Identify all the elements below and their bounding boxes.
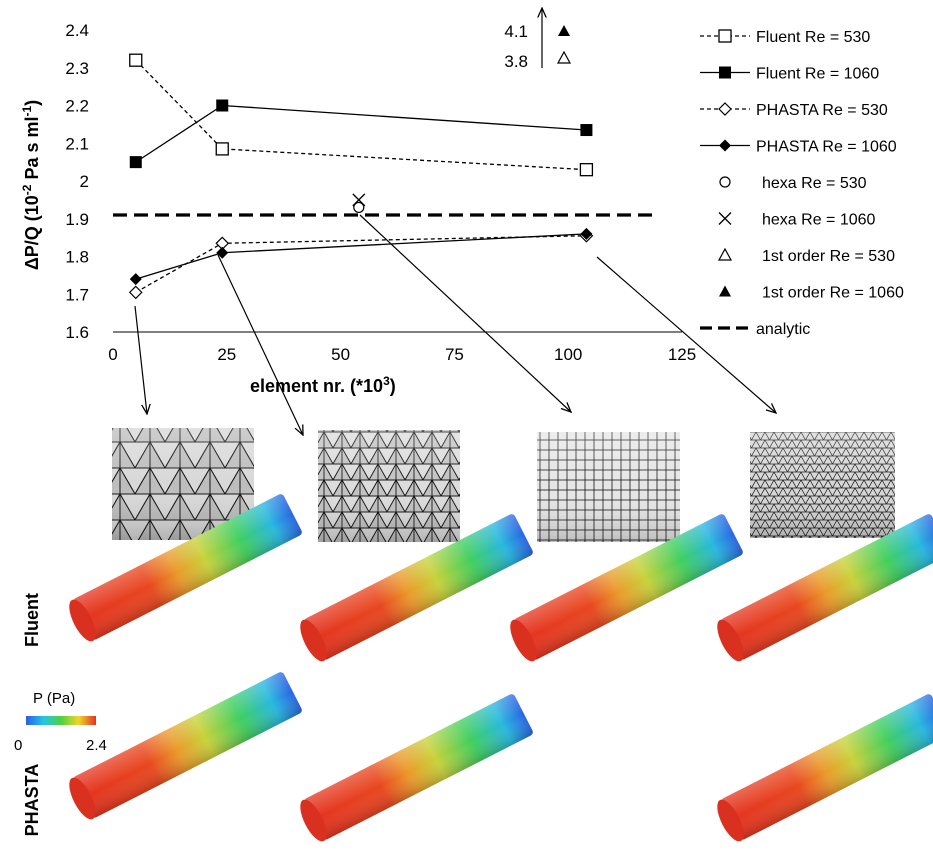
colorbar-max-label: 2.4	[86, 737, 107, 754]
legend-label: PHASTA Re = 1060	[756, 139, 897, 156]
fluent-tube-medium	[300, 514, 533, 662]
legend-item: hexa Re = 1060	[718, 212, 876, 229]
data-point	[129, 156, 142, 169]
legend-item: Fluent Re = 530	[700, 29, 870, 46]
mesh-medium-image	[318, 430, 460, 542]
data-point	[580, 227, 593, 240]
legend-marker	[719, 176, 731, 188]
series-2	[128, 228, 594, 300]
arrow-to-mesh-hexa	[359, 214, 571, 412]
legend-marker	[718, 102, 732, 116]
legend-item: 1st order Re = 1060	[719, 285, 904, 302]
fluent-tube-hexa	[510, 514, 743, 662]
phasta-tube-coarse	[69, 672, 302, 820]
legend-label: hexa Re = 530	[762, 175, 867, 192]
legend-marker	[719, 66, 731, 79]
offscale-value-low: 3.8	[504, 52, 528, 71]
series-0	[129, 53, 594, 177]
legend-item: Fluent Re = 1060	[700, 66, 879, 83]
fluent-tube-coarse	[69, 494, 302, 642]
y-tick-label: 1.6	[65, 323, 89, 342]
pressure-field-images	[69, 494, 933, 842]
x-axis-title: element nr. (*103)	[250, 374, 396, 396]
y-tick-label: 2.2	[65, 97, 89, 116]
y-tick-label: 1.8	[65, 248, 89, 267]
series-line	[135, 235, 587, 293]
y-tick-label: 1.7	[65, 285, 89, 304]
x-tick-label: 125	[668, 345, 696, 364]
arrow-to-mesh-medium	[217, 254, 303, 435]
data-point	[580, 124, 593, 137]
legend-label: Fluent Re = 530	[756, 29, 870, 46]
offscale-annotation: 4.1 3.8	[504, 8, 572, 71]
data-point	[353, 201, 365, 214]
legend-item: 1st order Re = 530	[717, 247, 895, 265]
mesh-fine-image	[750, 432, 895, 538]
arrow-to-mesh-coarse	[134, 305, 147, 414]
x-tick-label: 75	[445, 345, 464, 364]
x-tick-label: 25	[217, 345, 236, 364]
pressure-drop-chart: 1.61.71.81.922.12.22.32.4 0 25 50 75 100 125 …	[20, 8, 904, 396]
offscale-marker-filled-triangle	[558, 25, 570, 36]
offscale-marker-open-triangle	[556, 50, 572, 64]
series-4	[353, 201, 365, 214]
data-point	[129, 53, 143, 67]
series-layer	[113, 53, 655, 300]
colorbar-label: P (Pa)	[33, 690, 75, 707]
row-label-fluent: Fluent	[22, 593, 42, 647]
offscale-value-high: 4.1	[504, 22, 528, 41]
y-tick-label: 2.4	[65, 21, 89, 40]
x-tick-label: 50	[331, 345, 350, 364]
phasta-tube-medium	[300, 694, 533, 842]
y-tick-label: 2	[80, 172, 89, 191]
data-point	[129, 273, 142, 286]
x-tick-label: 100	[554, 345, 582, 364]
legend-item: PHASTA Re = 1060	[700, 139, 897, 156]
legend-label: hexa Re = 1060	[762, 212, 876, 229]
mesh-hexa-image	[537, 432, 680, 542]
legend-item: analytic	[700, 321, 810, 338]
data-point	[216, 246, 229, 259]
y-tick-label: 1.9	[65, 210, 89, 229]
colorbar-min-label: 0	[14, 737, 22, 754]
y-axis-title: ΔP/Q (10-2 Pa s ml-1)	[20, 100, 42, 270]
pressure-colorbar: P (Pa) 0 2.4	[14, 690, 107, 754]
mesh-thumbnails	[112, 428, 895, 542]
row-label-phasta: PHASTA	[22, 764, 42, 837]
legend-label: 1st order Re = 530	[762, 248, 895, 265]
y-tick-label: 2.1	[65, 134, 89, 153]
fluent-tube-fine	[717, 514, 933, 662]
phasta-tube-fine	[717, 694, 933, 842]
series-5	[352, 193, 366, 207]
series-3	[129, 227, 593, 286]
series-1	[129, 99, 593, 169]
y-axis-ticks: 1.6 1.7 1.8 1.9 2 2.1 2.2 2.3 2.4	[65, 21, 89, 342]
legend-label: 1st order Re = 1060	[762, 285, 904, 302]
data-point	[216, 99, 229, 112]
legend-label: PHASTA Re = 530	[756, 102, 888, 119]
arrow-to-mesh-fine	[596, 256, 776, 413]
x-tick-label: 0	[108, 345, 117, 364]
series-line	[135, 104, 587, 163]
legend-marker	[719, 139, 731, 152]
legend-item: hexa Re = 530	[719, 175, 867, 192]
legend-item: PHASTA Re = 530	[700, 102, 888, 119]
legend-label: analytic	[756, 321, 810, 338]
legend-marker	[718, 29, 732, 43]
colorbar-gradient	[26, 716, 96, 725]
legend: Fluent Re = 530 Fluent Re = 1060 PHASTA Re…	[700, 29, 904, 338]
legend-label: Fluent Re = 1060	[756, 66, 879, 83]
mesh-pointer-arrows	[134, 214, 776, 435]
series-line	[135, 59, 587, 171]
data-point	[215, 142, 229, 156]
data-point	[579, 163, 594, 177]
legend-marker	[719, 285, 731, 297]
data-point	[128, 285, 143, 300]
legend-marker	[718, 212, 732, 225]
x-axis-ticks: 0 25 50 75 100 125	[108, 345, 696, 364]
y-tick-label: 2.3	[65, 59, 89, 78]
data-point	[352, 193, 366, 207]
legend-marker	[717, 247, 733, 261]
